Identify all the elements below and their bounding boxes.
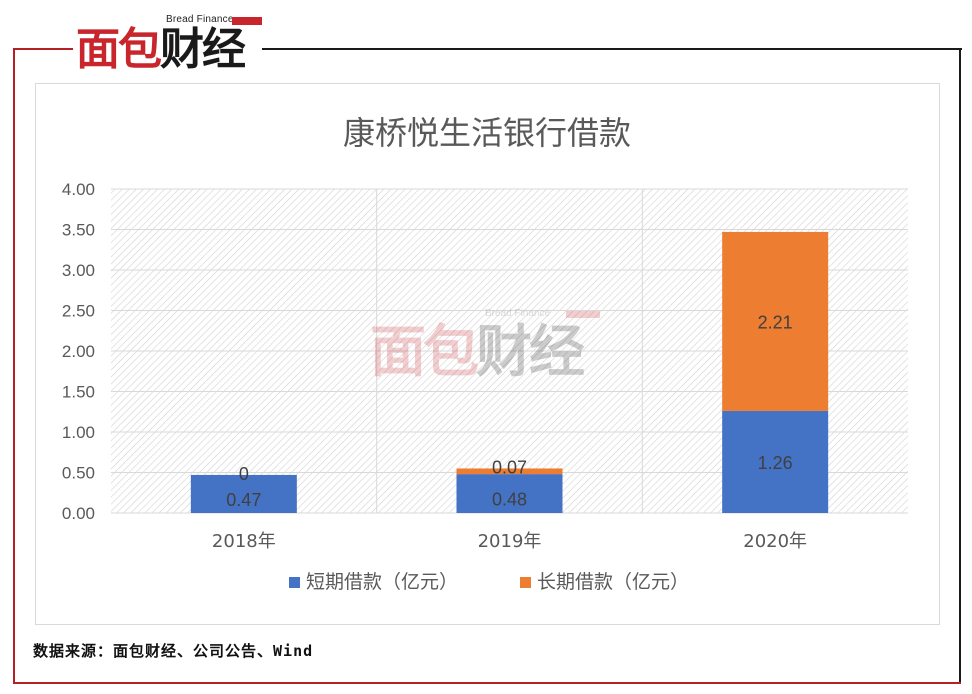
frame-right-border [959, 48, 961, 683]
y-tick-label: 2.50 [62, 302, 95, 321]
data-label: 0.48 [492, 490, 527, 510]
x-tick-label: 2018年 [212, 531, 276, 552]
chart-title: 康桥悦生活银行借款 [343, 114, 631, 152]
logo-text-dark: 财经 [160, 24, 246, 75]
data-label: 2.21 [758, 312, 793, 332]
logo-subtitle: Bread Finance [166, 14, 234, 25]
y-tick-label: 1.00 [62, 423, 95, 442]
y-tick-label: 2.00 [62, 342, 95, 361]
x-tick-label: 2020年 [743, 531, 807, 552]
bar-short-term [190, 474, 297, 513]
y-tick-label: 4.00 [62, 180, 95, 199]
data-label: 1.26 [758, 453, 793, 473]
bar-short-term [722, 410, 829, 513]
data-label: 0.47 [226, 490, 261, 510]
data-label: 0.07 [492, 457, 527, 477]
stacked-bar-chart: 康桥悦生活银行借款 0.00 0.50 1.00 1.50 2.00 2.50 3.00 3.… [62, 114, 908, 593]
brand-logo: Bread Finance 面包财经 [76, 14, 262, 76]
data-label: 0 [239, 464, 249, 484]
bar-short-term [456, 474, 563, 513]
frame-bottom-border [13, 682, 961, 684]
y-tick-label: 0.50 [62, 464, 95, 483]
frame-top-line [262, 48, 962, 50]
logo-wordmark: 面包财经 [76, 24, 262, 76]
legend-swatch-long-term [520, 577, 531, 588]
legend-label-short-term: 短期借款（亿元） [306, 571, 458, 593]
logo-text-red: 面包 [76, 24, 162, 75]
logo-accent-bar [232, 17, 262, 25]
legend-swatch-short-term [289, 577, 300, 588]
bar-long-term [456, 468, 563, 475]
frame-top-left-line [13, 48, 73, 50]
y-tick-label: 3.50 [62, 221, 95, 240]
frame-left-border [13, 48, 15, 683]
y-tick-label: 3.00 [62, 261, 95, 280]
x-tick-label: 2019年 [478, 531, 542, 552]
y-tick-label: 0.00 [62, 504, 95, 523]
chart-container: 康桥悦生活银行借款 0.00 0.50 1.00 1.50 2.00 2.50 3.00 3.… [35, 83, 940, 625]
bar-long-term [722, 231, 829, 411]
y-tick-label: 1.50 [62, 383, 95, 402]
legend-label-long-term: 长期借款（亿元） [537, 571, 689, 593]
source-note: 数据来源：面包财经、公司公告、Wind [33, 642, 314, 660]
